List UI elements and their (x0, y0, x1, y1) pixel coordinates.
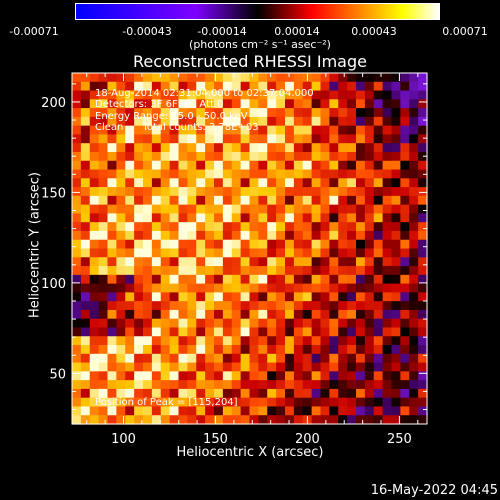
x-tick-label: 150 (203, 432, 228, 447)
timestamp: 16-May-2022 04:45 (370, 483, 498, 498)
colorbar-tick: 0.00043 (351, 25, 397, 38)
colorbar-tick: -0.00071 (9, 25, 59, 38)
colorbar-units: (photons cm⁻² s⁻¹ asec⁻²) (189, 38, 331, 51)
colorbar-tick: 0.00071 (442, 25, 488, 38)
y-axis-label: Heliocentric Y (arcsec) (27, 172, 43, 318)
colorbar-gradient (76, 4, 439, 19)
info-energy-range: Energy Range: 25.0 - 50.0 keV (95, 111, 248, 122)
y-tick-label: 200 (41, 96, 66, 111)
y-tick-label: 100 (41, 277, 66, 292)
colorbar-tick: -0.00043 (122, 25, 172, 38)
colorbar-tick: 0.00014 (274, 25, 320, 38)
info-clean-counts: Clean Total counts: 3.78E+03 (95, 122, 259, 133)
x-tick-label: 100 (111, 432, 136, 447)
y-tick-label: 50 (49, 367, 66, 382)
colorbar (75, 3, 440, 20)
peak-position-label: Position of Peak = [115,204] (95, 397, 238, 408)
plot-frame (71, 72, 428, 425)
x-tick-label: 250 (387, 432, 412, 447)
y-tick-label: 150 (41, 186, 66, 201)
info-detectors: Detectors: 3F 6F 9F, Att 0 (95, 99, 224, 110)
info-time-range: 18-Aug-2014 02:31:04.000 to 02:37:04.000 (95, 88, 314, 99)
chart-title: Reconstructed RHESSI Image (133, 52, 367, 71)
heatmap-image (72, 73, 428, 425)
colorbar-tick: -0.00014 (197, 25, 247, 38)
x-tick-label: 200 (295, 432, 320, 447)
x-axis-label: Heliocentric X (arcsec) (176, 445, 324, 460)
